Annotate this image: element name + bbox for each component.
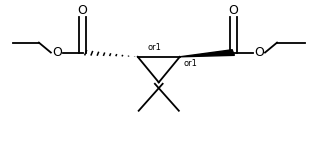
Text: or1: or1	[183, 59, 197, 68]
Polygon shape	[180, 50, 235, 57]
Text: O: O	[78, 4, 87, 17]
Text: O: O	[52, 46, 62, 59]
Text: O: O	[254, 46, 264, 59]
Text: O: O	[228, 4, 238, 17]
Text: or1: or1	[147, 43, 161, 52]
